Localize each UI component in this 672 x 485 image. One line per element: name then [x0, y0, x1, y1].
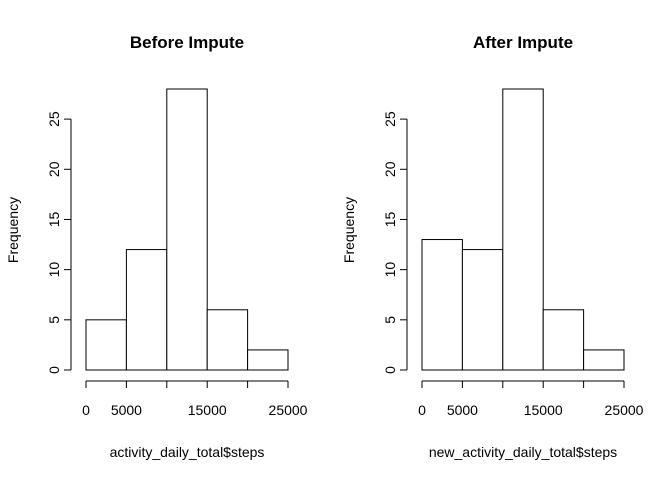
y-tick-label: 0 [46, 366, 62, 374]
histogram-bar [421, 239, 463, 371]
histogram-bar [542, 309, 585, 371]
y-tick-label: 15 [46, 211, 62, 227]
x-axis-label: activity_daily_total$steps [110, 444, 265, 460]
x-tick-label: 15000 [188, 402, 227, 418]
x-axis-label: new_activity_daily_total$steps [429, 444, 617, 460]
x-tick-label: 15000 [524, 402, 563, 418]
y-tick-label: 5 [46, 316, 62, 324]
histogram-bar [206, 309, 249, 371]
y-tick-label: 10 [46, 262, 62, 278]
x-tick-label: 25000 [605, 402, 644, 418]
chart-title: Before Impute [130, 33, 244, 52]
chart-title: After Impute [473, 33, 573, 52]
y-tick-label: 15 [382, 211, 398, 227]
x-tick-label: 5000 [447, 402, 478, 418]
histogram-bar [502, 88, 544, 371]
y-tick-label: 20 [46, 161, 62, 177]
histogram-bar [125, 249, 168, 371]
y-tick-label: 25 [46, 111, 62, 127]
x-tick-label: 0 [82, 402, 90, 418]
histogram-panel-after-impute: After Impute new_activity_daily_total$st… [341, 33, 644, 460]
x-tick-label: 25000 [269, 402, 308, 418]
y-axis-label: Frequency [341, 197, 357, 263]
y-tick-label: 0 [382, 366, 398, 374]
histogram-bar [166, 88, 208, 371]
y-tick-label: 25 [382, 111, 398, 127]
histogram-bar [583, 349, 625, 371]
y-axis-label: Frequency [5, 197, 21, 263]
histogram-bar [247, 349, 289, 371]
histogram-panel-before-impute: Before Impute activity_daily_total$steps… [5, 33, 308, 460]
histogram-bar [85, 319, 127, 371]
histogram-bar [461, 249, 504, 371]
y-tick-label: 10 [382, 262, 398, 278]
x-tick-label: 0 [418, 402, 426, 418]
y-tick-label: 20 [382, 161, 398, 177]
y-tick-label: 5 [382, 316, 398, 324]
x-tick-label: 5000 [111, 402, 142, 418]
